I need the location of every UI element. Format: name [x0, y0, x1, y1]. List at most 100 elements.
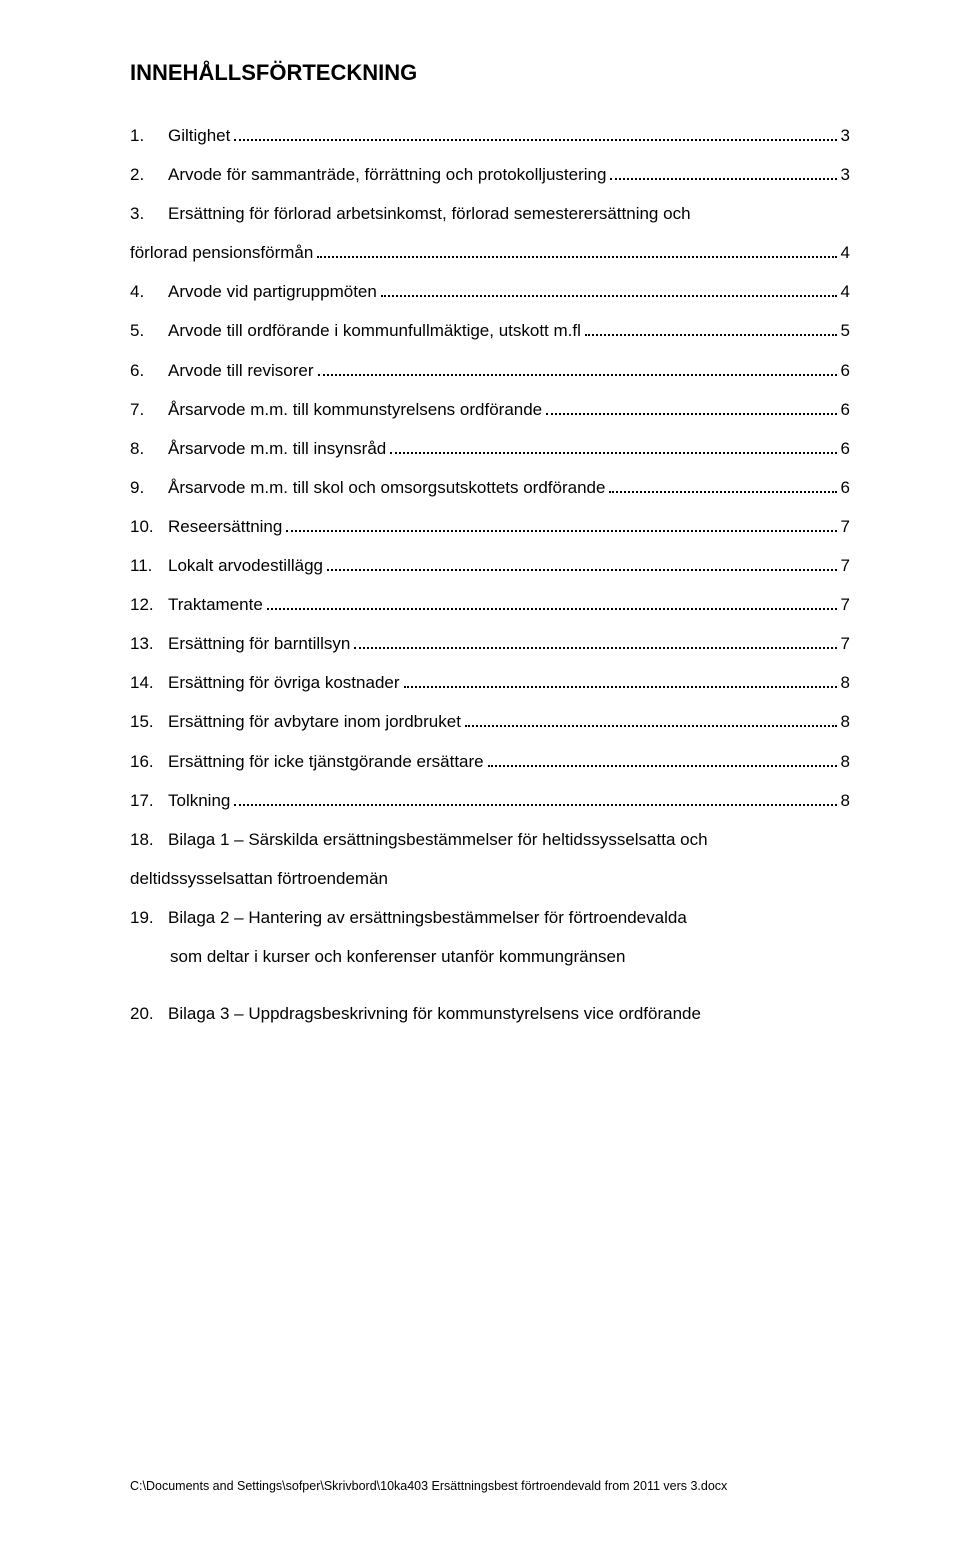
- toc-num: 13.: [130, 624, 162, 663]
- toc-leader-dots: [381, 295, 837, 297]
- toc-num: 20.: [130, 994, 162, 1033]
- toc-label: Lokalt arvodestillägg: [168, 546, 323, 585]
- toc-label: Traktamente: [168, 585, 263, 624]
- toc-page: 3: [841, 155, 850, 194]
- toc-page: 8: [841, 742, 850, 781]
- toc-label: förlorad pensionsförmån: [130, 233, 313, 272]
- toc-item: 9.Årsarvode m.m. till skol och omsorgsut…: [130, 468, 850, 507]
- toc-item: 12.Traktamente 7: [130, 585, 850, 624]
- toc-page: 4: [841, 233, 850, 272]
- toc-item-continuation: som deltar i kurser och konferenser utan…: [130, 937, 850, 976]
- toc-leader-dots: [234, 804, 836, 806]
- toc-item: 13.Ersättning för barntillsyn 7: [130, 624, 850, 663]
- footer-path: C:\Documents and Settings\sofper\Skrivbo…: [130, 1479, 727, 1493]
- toc-num: 6.: [130, 351, 162, 390]
- toc-num: 3.: [130, 194, 162, 233]
- toc-item: 6.Arvode till revisorer 6: [130, 351, 850, 390]
- toc-item: 10.Reseersättning 7: [130, 507, 850, 546]
- toc-num: 10.: [130, 507, 162, 546]
- toc-leader-dots: [234, 139, 836, 141]
- toc-leader-dots: [390, 452, 836, 454]
- toc-item: 14.Ersättning för övriga kostnader 8: [130, 663, 850, 702]
- toc-leader-dots: [585, 334, 837, 336]
- toc-label: Bilaga 1 – Särskilda ersättningsbestämme…: [168, 820, 850, 859]
- toc-page: 3: [841, 116, 850, 155]
- toc-num: 5.: [130, 311, 162, 350]
- toc-num: 14.: [130, 663, 162, 702]
- toc-page: 7: [841, 585, 850, 624]
- toc-item: 15.Ersättning för avbytare inom jordbruk…: [130, 702, 850, 741]
- toc-num: 11.: [130, 546, 162, 585]
- toc-label: Tolkning: [168, 781, 230, 820]
- toc-page: 6: [841, 390, 850, 429]
- toc-item: 20. Bilaga 3 – Uppdragsbeskrivning för k…: [130, 994, 850, 1033]
- toc-item: 18.Bilaga 1 – Särskilda ersättningsbestä…: [130, 820, 850, 859]
- toc-num: 16.: [130, 742, 162, 781]
- toc-leader-dots: [465, 725, 837, 727]
- toc-item: 2.Arvode för sammanträde, förrättning oc…: [130, 155, 850, 194]
- toc-leader-dots: [267, 608, 837, 610]
- toc-num: 15.: [130, 702, 162, 741]
- toc-item: 1.Giltighet3: [130, 116, 850, 155]
- toc-leader-dots: [546, 413, 836, 415]
- toc-leader-dots: [488, 765, 837, 767]
- page-title: INNEHÅLLSFÖRTECKNING: [130, 60, 850, 86]
- toc-num: 7.: [130, 390, 162, 429]
- toc-leader-dots: [318, 374, 837, 376]
- toc-leader-dots: [317, 256, 836, 258]
- toc-num: 2.: [130, 155, 162, 194]
- toc-item: 11.Lokalt arvodestillägg 7: [130, 546, 850, 585]
- toc-label: Ersättning för förlorad arbetsinkomst, f…: [168, 194, 850, 233]
- toc-label: Arvode vid partigruppmöten: [168, 272, 377, 311]
- toc-page: 4: [841, 272, 850, 311]
- toc-item: 17.Tolkning 8: [130, 781, 850, 820]
- toc-item: 3.Ersättning för förlorad arbetsinkomst,…: [130, 194, 850, 233]
- toc-label: Giltighet: [168, 116, 230, 155]
- toc-page: 8: [841, 663, 850, 702]
- toc-item-continuation: deltidssysselsattan förtroendemän: [130, 859, 850, 898]
- toc-item: 16.Ersättning för icke tjänstgörande ers…: [130, 742, 850, 781]
- toc-item: 5.Arvode till ordförande i kommunfullmäk…: [130, 311, 850, 350]
- toc-leader-dots: [354, 647, 836, 649]
- toc-last: 20. Bilaga 3 – Uppdragsbeskrivning för k…: [130, 994, 850, 1033]
- toc-label: Arvode till revisorer: [168, 351, 314, 390]
- toc-num: 18.: [130, 820, 162, 859]
- toc: 1.Giltighet32.Arvode för sammanträde, fö…: [130, 116, 850, 976]
- toc-num: 8.: [130, 429, 162, 468]
- toc-page: 7: [841, 624, 850, 663]
- toc-page: 6: [841, 429, 850, 468]
- toc-label: Årsarvode m.m. till skol och omsorgsutsk…: [168, 468, 605, 507]
- toc-label: Ersättning för övriga kostnader: [168, 663, 400, 702]
- toc-label: Årsarvode m.m. till kommunstyrelsens ord…: [168, 390, 542, 429]
- toc-label: Ersättning för icke tjänstgörande ersätt…: [168, 742, 484, 781]
- toc-label: Arvode för sammanträde, förrättning och …: [168, 155, 606, 194]
- toc-label: Ersättning för avbytare inom jordbruket: [168, 702, 461, 741]
- toc-label: Bilaga 3 – Uppdragsbeskrivning för kommu…: [168, 994, 850, 1033]
- toc-leader-dots: [286, 530, 836, 532]
- toc-item-continuation: förlorad pensionsförmån 4: [130, 233, 850, 272]
- toc-num: 4.: [130, 272, 162, 311]
- toc-leader-dots: [404, 686, 837, 688]
- toc-label: Årsarvode m.m. till insynsråd: [168, 429, 386, 468]
- toc-item: 8.Årsarvode m.m. till insynsråd 6: [130, 429, 850, 468]
- spacer: [130, 976, 850, 994]
- toc-leader-dots: [610, 178, 836, 180]
- toc-page: 8: [841, 781, 850, 820]
- toc-page: 7: [841, 546, 850, 585]
- toc-item: 19.Bilaga 2 – Hantering av ersättningsbe…: [130, 898, 850, 937]
- toc-leader-dots: [327, 569, 837, 571]
- toc-num: 19.: [130, 898, 162, 937]
- toc-page: 6: [841, 468, 850, 507]
- toc-page: 7: [841, 507, 850, 546]
- toc-num: 9.: [130, 468, 162, 507]
- toc-num: 17.: [130, 781, 162, 820]
- toc-label: Reseersättning: [168, 507, 282, 546]
- toc-label: Bilaga 2 – Hantering av ersättningsbestä…: [168, 898, 850, 937]
- toc-page: 6: [841, 351, 850, 390]
- toc-label: Ersättning för barntillsyn: [168, 624, 350, 663]
- page-container: INNEHÅLLSFÖRTECKNING 1.Giltighet32.Arvod…: [0, 0, 960, 1033]
- toc-num: 12.: [130, 585, 162, 624]
- toc-item: 4.Arvode vid partigruppmöten 4: [130, 272, 850, 311]
- toc-item: 7.Årsarvode m.m. till kommunstyrelsens o…: [130, 390, 850, 429]
- toc-page: 5: [841, 311, 850, 350]
